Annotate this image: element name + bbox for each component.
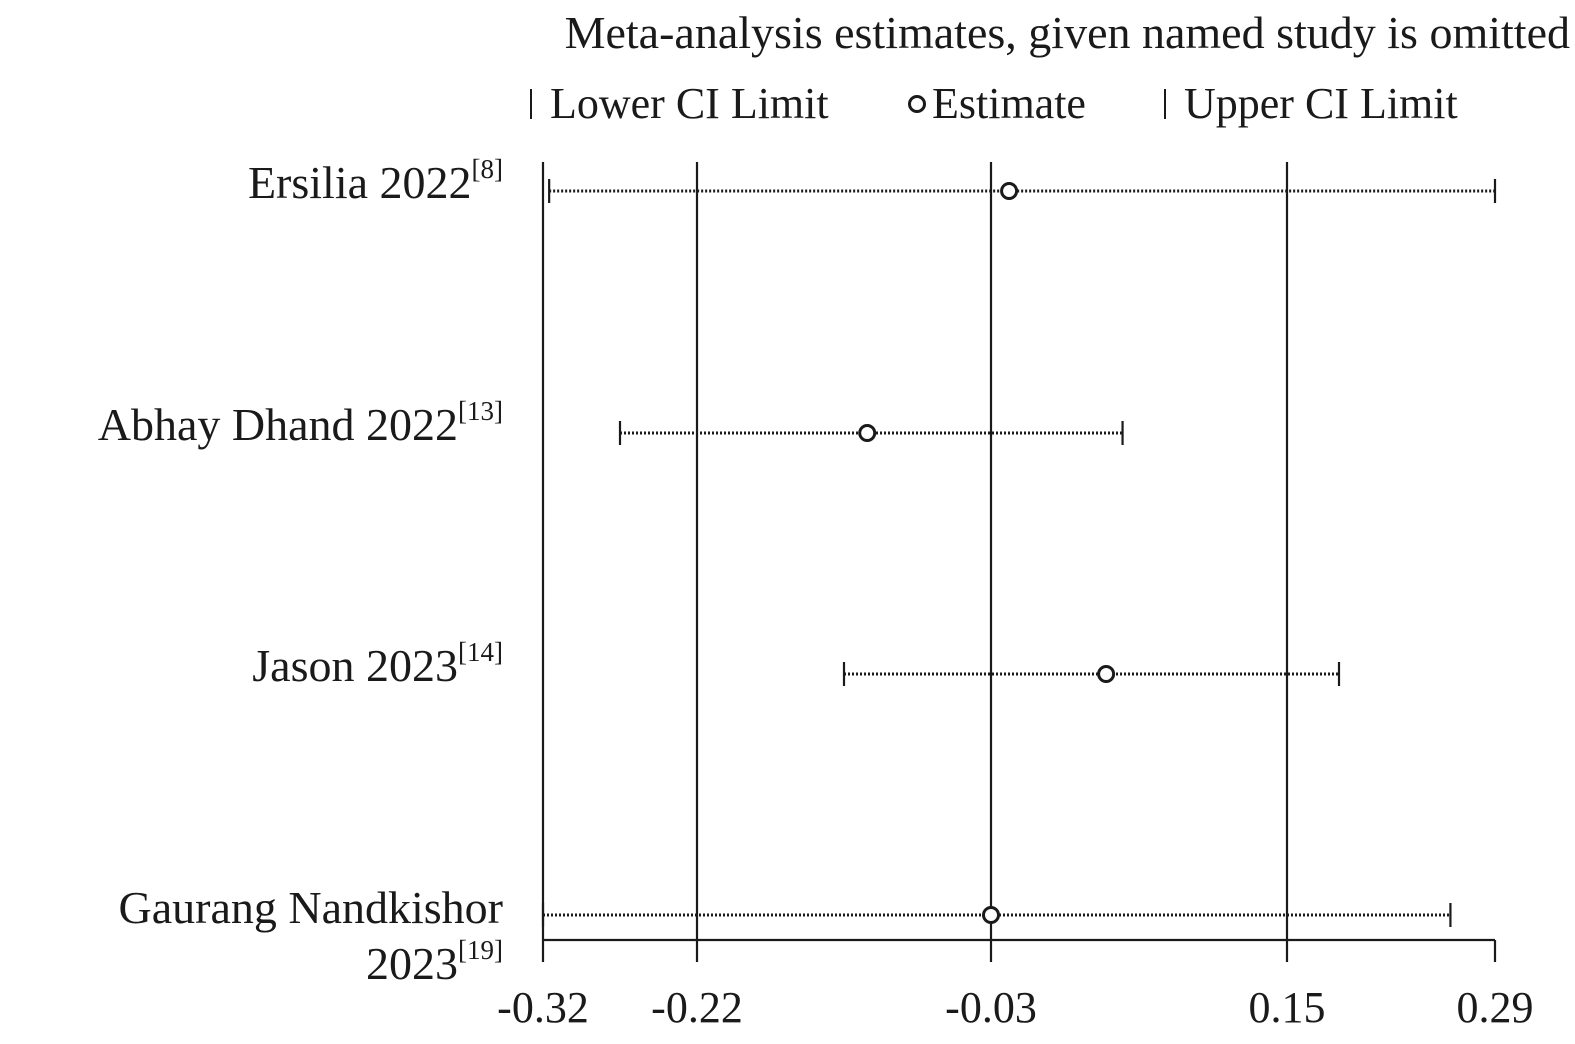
legend-lower-marker	[530, 88, 532, 119]
x-tick-label: -0.32	[497, 983, 589, 1032]
estimate-point	[858, 424, 877, 442]
estimate-point	[1097, 665, 1116, 683]
x-tick-label: 0.15	[1248, 983, 1326, 1032]
reference-lines	[541, 162, 1289, 940]
legend-estimate-label: Estimate	[932, 79, 1086, 128]
legend: Lower CI Limit Estimate Upper CI Limit	[520, 78, 1550, 138]
study-label: Gaurang Nandkishor 2023[19]	[118, 880, 503, 998]
study-ref: [19]	[458, 935, 503, 965]
study-label: Abhay Dhand 2022[13]	[97, 396, 503, 459]
study-name-line2: 2023	[366, 938, 459, 989]
study-label: Jason 2023[14]	[252, 637, 503, 700]
x-tick-label: 0.29	[1456, 983, 1534, 1032]
legend-estimate-marker	[908, 94, 926, 113]
study-name: Ersilia 2022	[247, 157, 472, 208]
study-ref: [14]	[458, 637, 503, 667]
estimate-point	[982, 906, 1000, 924]
study-name: Gaurang Nandkishor	[118, 882, 503, 933]
study-name: Abhay Dhand 2022	[97, 399, 459, 450]
legend-upper: Upper CI Limit	[1164, 78, 1458, 129]
study-ref: [13]	[458, 396, 503, 426]
ci-bars	[541, 179, 1497, 927]
study-name: Jason 2023	[252, 640, 459, 691]
legend-estimate: Estimate	[908, 78, 1086, 129]
legend-upper-marker	[1164, 88, 1166, 119]
estimate-point	[1000, 182, 1019, 200]
x-tick-label: -0.22	[651, 983, 743, 1032]
study-label: Ersilia 2022[8]	[247, 154, 503, 217]
chart-title: Meta-analysis estimates, given named stu…	[564, 7, 1570, 58]
x-tick-label: -0.03	[945, 983, 1037, 1032]
legend-lower: Lower CI Limit	[530, 78, 829, 129]
x-axis	[541, 938, 1497, 962]
study-ref: [8]	[471, 154, 503, 184]
legend-lower-label: Lower CI Limit	[550, 79, 829, 128]
legend-upper-label: Upper CI Limit	[1184, 79, 1458, 128]
